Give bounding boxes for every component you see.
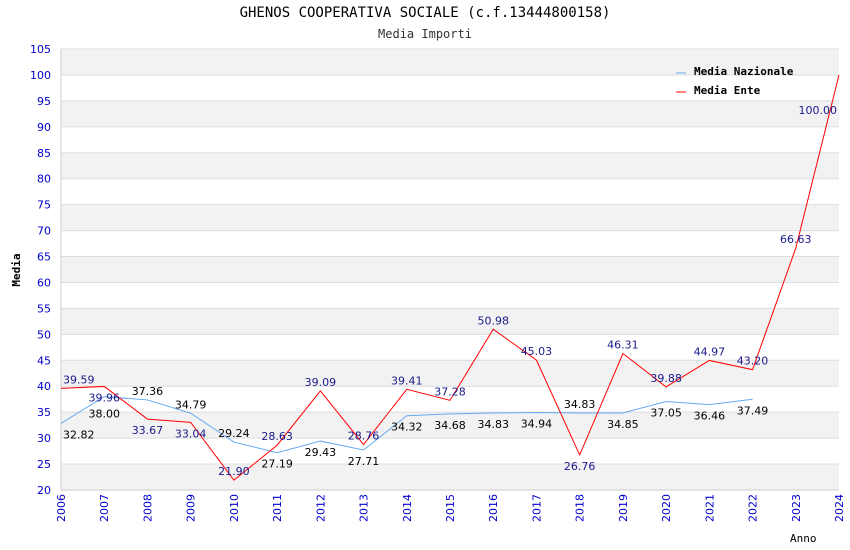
data-label: 34.83	[477, 418, 509, 431]
series-line-0	[60, 396, 753, 454]
grid-band	[61, 204, 839, 231]
data-label: 100.00	[799, 104, 838, 117]
y-tick-label: 95	[37, 95, 51, 108]
y-tick-label: 90	[37, 121, 51, 134]
data-label: 36.46	[694, 410, 726, 423]
x-tick-label: 2021	[703, 494, 716, 522]
data-label: 27.19	[261, 458, 293, 471]
x-tick-label: 2008	[141, 494, 154, 522]
x-tick-label: 2022	[747, 494, 760, 522]
grid-band	[61, 49, 839, 75]
data-label: 37.05	[650, 407, 682, 420]
data-label: 45.03	[521, 345, 553, 358]
y-tick-label: 40	[37, 380, 51, 393]
data-label: 37.36	[132, 385, 164, 398]
data-label: 43.20	[737, 355, 769, 368]
data-label: 39.96	[88, 391, 120, 404]
data-label: 44.97	[694, 345, 726, 358]
chart-subtitle: Media Importi	[378, 27, 472, 41]
data-label: 32.82	[63, 428, 95, 441]
data-label: 34.94	[521, 417, 553, 430]
data-label: 29.43	[305, 446, 337, 459]
data-label: 34.85	[607, 418, 639, 431]
grid-band	[61, 360, 839, 387]
x-tick-label: 2007	[98, 494, 111, 522]
y-tick-label: 65	[37, 251, 51, 264]
data-label: 28.63	[261, 430, 293, 443]
legend-label: Media Ente	[694, 84, 761, 97]
y-tick-label: 85	[37, 147, 51, 160]
series-line-1	[60, 74, 840, 481]
data-label: 66.63	[780, 233, 812, 246]
data-label: 34.68	[434, 419, 466, 432]
x-tick-label: 2006	[55, 494, 68, 522]
data-label: 29.24	[218, 427, 250, 440]
grid-band	[61, 256, 839, 283]
data-label: 39.09	[305, 376, 337, 389]
x-axis-label: Anno	[790, 532, 817, 545]
x-tick-label: 2009	[185, 494, 198, 522]
x-tick-label: 2017	[530, 494, 543, 522]
data-label: 34.32	[391, 421, 423, 434]
y-tick-label: 80	[37, 173, 51, 186]
data-label: 39.59	[63, 373, 95, 386]
x-tick-label: 2018	[574, 494, 587, 522]
y-axis-label: Media	[10, 253, 23, 286]
data-label: 50.98	[477, 314, 509, 327]
x-tick-label: 2024	[833, 494, 846, 522]
y-tick-label: 45	[37, 354, 51, 367]
grid-band	[61, 464, 839, 490]
data-label: 38.00	[88, 408, 120, 421]
y-tick-label: 70	[37, 225, 51, 238]
data-label: 33.04	[175, 427, 207, 440]
x-tick-label: 2023	[790, 494, 803, 522]
data-label: 27.71	[348, 455, 380, 468]
legend-label: Media Nazionale	[694, 65, 794, 78]
grid-band	[61, 100, 839, 127]
grid-band	[61, 412, 839, 439]
data-label: 37.28	[434, 385, 466, 398]
data-label: 46.31	[607, 338, 639, 351]
x-tick-label: 2016	[487, 494, 500, 522]
data-label: 34.83	[564, 398, 596, 411]
x-tick-label: 2015	[444, 494, 457, 522]
data-label: 33.67	[132, 424, 164, 437]
data-label: 39.41	[391, 374, 423, 387]
y-tick-label: 105	[30, 43, 51, 56]
data-label: 39.88	[650, 372, 682, 385]
data-label: 34.79	[175, 398, 207, 411]
x-tick-label: 2010	[228, 494, 241, 522]
chart-title: GHENOS COOPERATIVA SOCIALE (c.f.13444800…	[239, 5, 611, 21]
x-tick-label: 2011	[271, 494, 284, 522]
y-tick-label: 75	[37, 199, 51, 212]
x-tick-label: 2012	[314, 494, 327, 522]
y-tick-label: 35	[37, 406, 51, 419]
data-label: 26.76	[564, 460, 596, 473]
x-tick-label: 2020	[660, 494, 673, 522]
y-tick-label: 25	[37, 458, 51, 471]
x-tick-label: 2013	[358, 494, 371, 522]
y-tick-label: 60	[37, 276, 51, 289]
data-label: 21.90	[218, 465, 250, 478]
y-tick-label: 50	[37, 328, 51, 341]
y-tick-label: 30	[37, 432, 51, 445]
y-tick-label: 20	[37, 484, 51, 497]
x-tick-label: 2014	[401, 494, 414, 522]
y-tick-label: 55	[37, 302, 51, 315]
y-tick-label: 100	[30, 69, 51, 82]
data-label: 37.49	[737, 404, 769, 417]
data-label: 28.76	[348, 430, 380, 443]
grid-band	[61, 152, 839, 179]
grid-band	[61, 308, 839, 335]
x-tick-label: 2019	[617, 494, 630, 522]
